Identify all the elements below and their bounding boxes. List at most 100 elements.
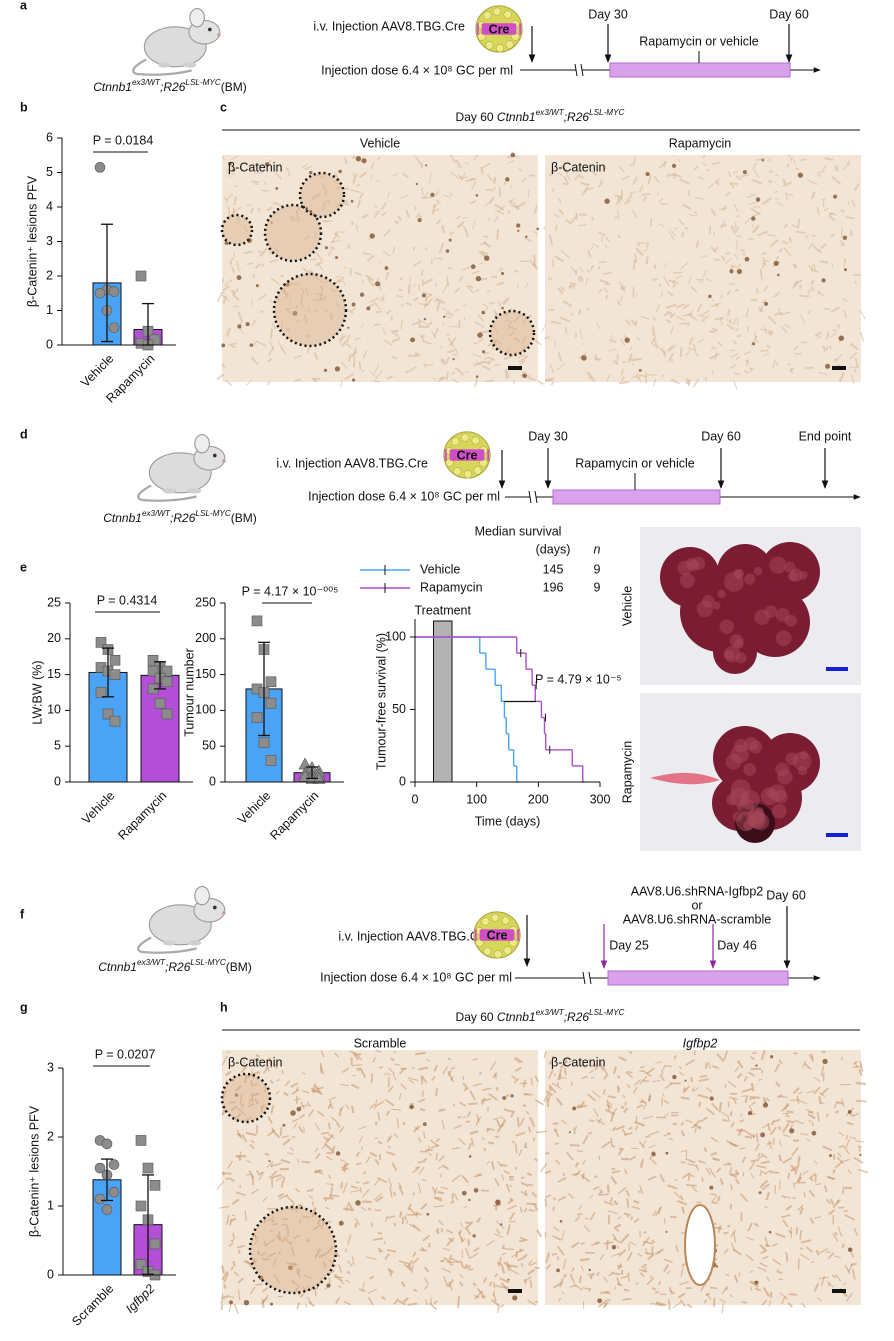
tissue-texture	[405, 209, 410, 218]
tissue-texture	[258, 1172, 264, 1181]
tissue-texture	[310, 270, 317, 277]
data-point	[161, 708, 173, 720]
tissue-texture	[263, 1066, 270, 1074]
tissue-texture	[289, 215, 296, 222]
tissue-texture	[519, 359, 526, 366]
tissue-texture	[825, 1198, 832, 1205]
liver-nodule	[717, 589, 726, 599]
tissue-texture	[795, 167, 800, 170]
tissue-texture	[806, 179, 818, 186]
tissue-texture	[682, 1085, 690, 1094]
tissue-texture	[440, 345, 443, 349]
tissue-texture	[536, 1229, 543, 1238]
tissue-texture	[703, 1147, 708, 1153]
y-tick-label: 0	[47, 1267, 54, 1281]
tissue-texture	[409, 276, 412, 285]
tissue-texture	[582, 1134, 589, 1145]
tissue-texture	[509, 1212, 516, 1221]
tissue-texture	[660, 374, 665, 378]
tissue-texture	[666, 344, 674, 352]
tissue-texture	[490, 1161, 495, 1171]
mouse-icon	[136, 433, 227, 502]
tissue-texture	[590, 1272, 595, 1280]
tissue-texture	[607, 1210, 618, 1215]
tissue-texture	[617, 1087, 620, 1093]
tissue-texture	[592, 1090, 601, 1099]
tissue-texture	[590, 246, 594, 250]
tissue-texture	[478, 1071, 482, 1076]
tissue-texture	[548, 1060, 553, 1066]
tissue-texture	[472, 1058, 478, 1061]
tissue-texture	[593, 1185, 600, 1191]
tissue-texture	[685, 378, 692, 385]
tissue-texture	[694, 1128, 697, 1134]
tissue-texture	[577, 1213, 583, 1216]
tissue-texture	[822, 164, 826, 171]
tissue-texture	[513, 1077, 520, 1084]
tissue-texture	[843, 1281, 847, 1286]
tissue-texture	[498, 267, 504, 272]
tissue-texture	[721, 1285, 728, 1294]
tissue-texture	[761, 1299, 768, 1306]
tissue-texture	[494, 1233, 503, 1238]
tissue-texture	[250, 1139, 255, 1144]
tissue-texture	[354, 1222, 358, 1228]
panel-label: f	[20, 907, 25, 921]
tissue-texture	[275, 1090, 280, 1095]
tissue-texture	[589, 1067, 598, 1074]
tissue-texture	[727, 171, 732, 178]
tissue-texture	[602, 271, 612, 276]
tissue-texture	[655, 1061, 663, 1064]
tissue-texture	[811, 1053, 814, 1063]
tissue-texture	[393, 1298, 399, 1305]
tissue-texture	[781, 240, 789, 245]
tissue-texture	[345, 1104, 350, 1110]
tissue-texture	[853, 1156, 864, 1164]
tissue-texture	[854, 357, 859, 368]
tissue-texture	[561, 1291, 565, 1295]
tissue-texture	[295, 1086, 299, 1092]
tissue-texture	[389, 1269, 393, 1277]
tissue-texture	[463, 1265, 471, 1270]
tissue-texture	[739, 1147, 746, 1150]
tissue-texture	[688, 337, 694, 346]
tissue-texture	[499, 1277, 510, 1284]
tissue-texture	[264, 181, 267, 185]
data-point	[135, 1200, 147, 1212]
tissue-texture	[645, 171, 650, 177]
tissue-texture	[216, 292, 223, 303]
tissue-texture	[482, 1296, 486, 1299]
tissue-texture	[808, 1189, 816, 1198]
tissue-texture	[852, 1065, 862, 1068]
tissue-texture	[291, 1202, 295, 1211]
tissue-texture	[491, 346, 495, 351]
tissue-texture	[603, 164, 607, 170]
tissue-texture	[438, 1108, 446, 1112]
tissue-texture	[656, 192, 660, 196]
tissue-texture	[633, 259, 638, 263]
tissue-texture	[655, 304, 661, 313]
tissue-texture	[626, 193, 634, 202]
tissue-texture	[782, 181, 792, 187]
tissue-texture	[693, 343, 697, 354]
tissue-texture	[723, 1162, 730, 1167]
tissue-texture	[418, 1166, 425, 1175]
tissue-texture	[254, 1098, 260, 1105]
tissue-texture	[730, 353, 739, 358]
tissue-texture	[713, 178, 720, 185]
tissue-texture	[325, 1246, 334, 1255]
tissue-texture	[589, 264, 595, 271]
tissue-texture	[486, 1239, 495, 1247]
tissue-texture	[289, 1241, 293, 1246]
tissue-texture	[525, 1110, 530, 1115]
tissue-texture	[235, 1191, 246, 1197]
tissue-texture	[734, 226, 740, 233]
tissue-texture	[523, 1253, 528, 1258]
legend-label: Vehicle	[420, 562, 460, 576]
tissue-texture	[613, 216, 618, 219]
tissue-texture	[719, 1177, 724, 1184]
tissue-texture	[565, 1152, 574, 1161]
tissue-texture	[621, 175, 630, 181]
tissue-texture	[506, 1264, 510, 1272]
tissue-texture	[388, 1067, 395, 1075]
